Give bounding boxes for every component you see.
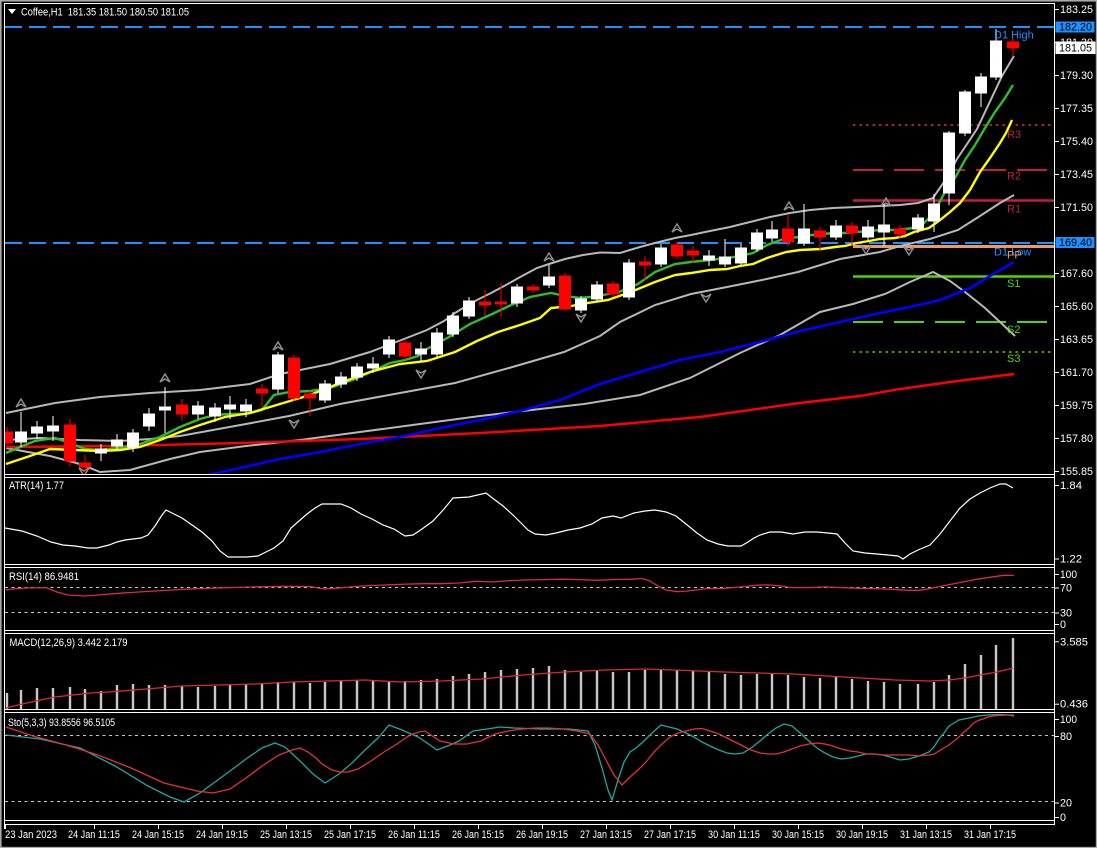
svg-text:155.85: 155.85 (1060, 466, 1093, 478)
svg-text:24 Jan 11:15: 24 Jan 11:15 (68, 829, 120, 841)
svg-text:S3: S3 (1007, 353, 1020, 365)
svg-text:25 Jan 13:15: 25 Jan 13:15 (260, 829, 312, 841)
svg-text:179.30: 179.30 (1060, 70, 1093, 82)
svg-text:1.84: 1.84 (1060, 480, 1082, 492)
svg-text:31 Jan 17:15: 31 Jan 17:15 (964, 829, 1016, 841)
svg-text:S1: S1 (1007, 278, 1020, 290)
svg-text:PP: PP (1007, 250, 1022, 262)
svg-text:80: 80 (1060, 731, 1072, 743)
svg-text:RSI(14) 86.9481: RSI(14) 86.9481 (9, 571, 79, 583)
svg-text:R1: R1 (1007, 204, 1021, 216)
svg-text:30: 30 (1060, 608, 1072, 620)
svg-text:26 Jan 11:15: 26 Jan 11:15 (388, 829, 440, 841)
svg-text:0: 0 (1060, 619, 1066, 631)
svg-text:30 Jan 19:15: 30 Jan 19:15 (836, 829, 888, 841)
svg-text:30 Jan 11:15: 30 Jan 11:15 (708, 829, 760, 841)
svg-text:167.60: 167.60 (1060, 268, 1093, 280)
svg-text:163.65: 163.65 (1060, 334, 1093, 346)
svg-text:183.25: 183.25 (1060, 4, 1093, 16)
svg-text:31 Jan 13:15: 31 Jan 13:15 (900, 829, 952, 841)
svg-text:1.22: 1.22 (1060, 554, 1082, 566)
svg-text:177.35: 177.35 (1060, 103, 1093, 115)
svg-text:MACD(12,26,9) 3.442 2.179: MACD(12,26,9) 3.442 2.179 (10, 637, 128, 649)
svg-text:161.70: 161.70 (1060, 367, 1093, 379)
svg-text:0.436: 0.436 (1060, 699, 1088, 711)
svg-text:D1 High: D1 High (994, 30, 1034, 42)
svg-text:100: 100 (1060, 569, 1077, 581)
svg-text:26 Jan 15:15: 26 Jan 15:15 (452, 829, 504, 841)
svg-text:25 Jan 17:15: 25 Jan 17:15 (324, 829, 376, 841)
svg-text:30 Jan 15:15: 30 Jan 15:15 (772, 829, 824, 841)
svg-text:R3: R3 (1007, 129, 1021, 141)
svg-text:182.20: 182.20 (1059, 22, 1092, 34)
svg-text:ATR(14) 1.77: ATR(14) 1.77 (9, 480, 64, 492)
svg-text:173.45: 173.45 (1060, 169, 1093, 181)
svg-text:Coffee,H1 181.35 181.50 180.5: Coffee,H1 181.35 181.50 180.50 181.05 (21, 7, 189, 19)
svg-text:D1 Low: D1 Low (994, 247, 1031, 259)
svg-text:165.60: 165.60 (1060, 301, 1093, 313)
svg-text:R2: R2 (1007, 171, 1021, 183)
svg-text:26 Jan 19:15: 26 Jan 19:15 (516, 829, 568, 841)
svg-text:20: 20 (1060, 798, 1072, 810)
svg-text:175.40: 175.40 (1060, 136, 1093, 148)
svg-text:27 Jan 17:15: 27 Jan 17:15 (644, 829, 696, 841)
svg-text:24 Jan 15:15: 24 Jan 15:15 (132, 829, 184, 841)
svg-text:Sto(5,3,3) 93.8556 96.5105: Sto(5,3,3) 93.8556 96.5105 (8, 717, 115, 729)
svg-text:159.75: 159.75 (1060, 400, 1093, 412)
svg-text:27 Jan 13:15: 27 Jan 13:15 (580, 829, 632, 841)
svg-text:3.585: 3.585 (1060, 636, 1088, 648)
svg-text:24 Jan 19:15: 24 Jan 19:15 (196, 829, 248, 841)
svg-text:171.50: 171.50 (1060, 202, 1093, 214)
svg-text:100: 100 (1060, 714, 1077, 726)
svg-text:23 Jan 2023: 23 Jan 2023 (5, 829, 57, 841)
svg-text:181.05: 181.05 (1059, 43, 1092, 55)
svg-text:S2: S2 (1007, 324, 1020, 336)
svg-text:0: 0 (1060, 812, 1066, 824)
svg-text:169.40: 169.40 (1059, 237, 1092, 249)
svg-text:157.80: 157.80 (1060, 433, 1093, 445)
svg-text:70: 70 (1060, 583, 1072, 595)
